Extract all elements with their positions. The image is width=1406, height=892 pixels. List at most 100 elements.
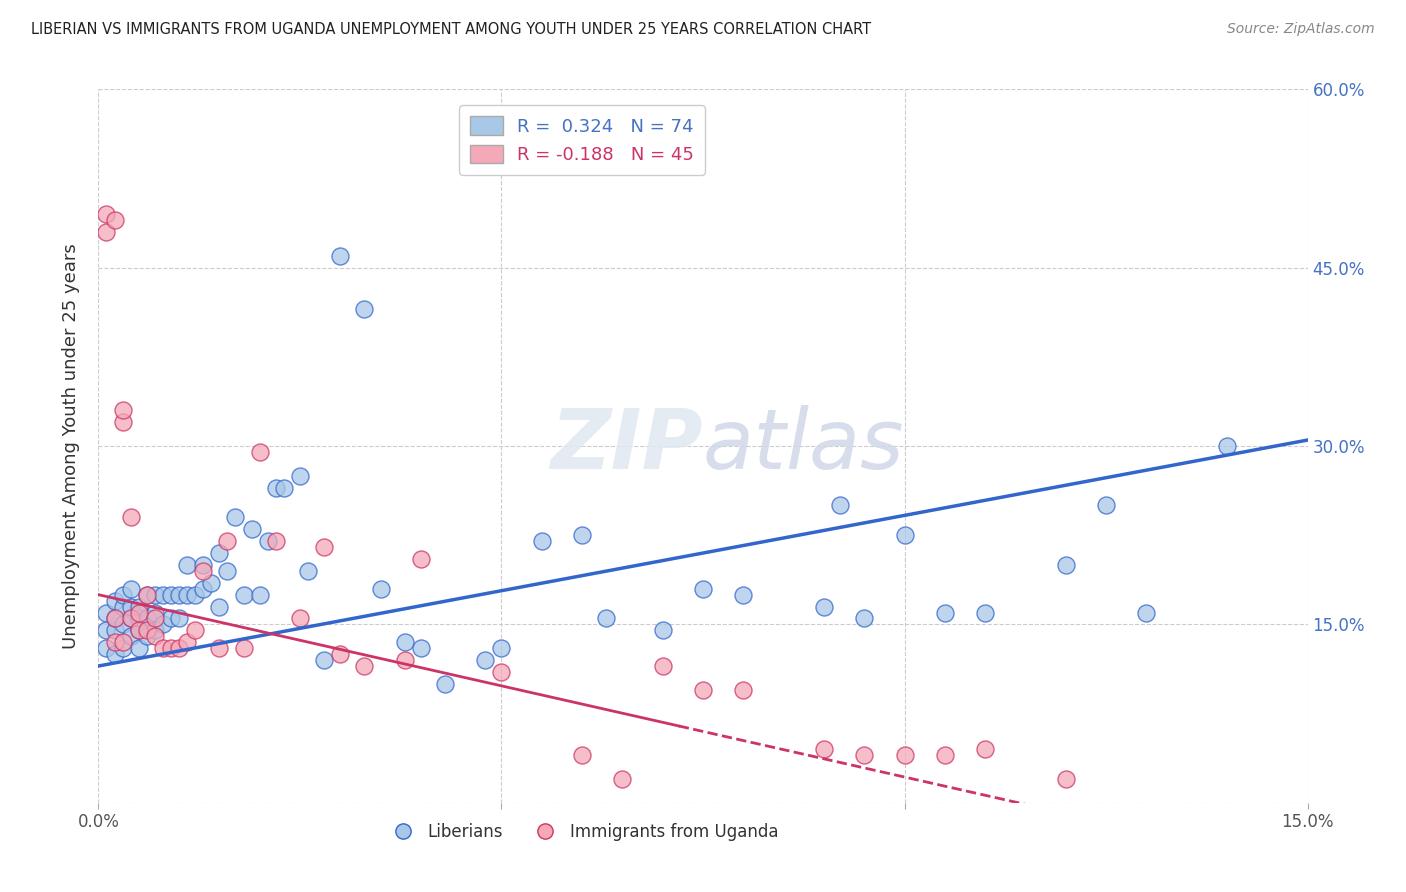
- Point: [571, 528, 593, 542]
- Point: [394, 653, 416, 667]
- Point: [96, 606, 118, 620]
- Point: [434, 677, 457, 691]
- Point: [264, 481, 287, 495]
- Point: [288, 611, 311, 625]
- Point: [217, 534, 239, 549]
- Point: [96, 641, 118, 656]
- Point: [184, 588, 207, 602]
- Point: [111, 588, 134, 602]
- Point: [160, 641, 183, 656]
- Point: [595, 611, 617, 625]
- Point: [103, 593, 125, 607]
- Text: atlas: atlas: [703, 406, 904, 486]
- Point: [120, 582, 142, 596]
- Point: [353, 659, 375, 673]
- Point: [893, 528, 915, 542]
- Point: [1054, 772, 1077, 786]
- Point: [184, 624, 207, 638]
- Point: [103, 611, 125, 625]
- Point: [176, 558, 198, 572]
- Point: [120, 611, 142, 625]
- Point: [1054, 558, 1077, 572]
- Point: [167, 641, 190, 656]
- Point: [120, 599, 142, 614]
- Point: [152, 641, 174, 656]
- Point: [96, 225, 118, 239]
- Point: [273, 481, 295, 495]
- Point: [353, 302, 375, 317]
- Point: [143, 624, 166, 638]
- Point: [135, 629, 157, 643]
- Point: [264, 534, 287, 549]
- Point: [96, 624, 118, 638]
- Point: [111, 635, 134, 649]
- Point: [152, 588, 174, 602]
- Point: [314, 540, 336, 554]
- Point: [143, 588, 166, 602]
- Point: [692, 682, 714, 697]
- Point: [176, 588, 198, 602]
- Point: [176, 635, 198, 649]
- Point: [934, 606, 956, 620]
- Point: [1135, 606, 1157, 620]
- Point: [128, 641, 150, 656]
- Point: [143, 611, 166, 625]
- Point: [135, 624, 157, 638]
- Point: [813, 742, 835, 756]
- Point: [409, 552, 432, 566]
- Point: [193, 582, 215, 596]
- Point: [120, 510, 142, 524]
- Point: [128, 606, 150, 620]
- Point: [111, 599, 134, 614]
- Point: [143, 606, 166, 620]
- Point: [167, 611, 190, 625]
- Y-axis label: Unemployment Among Youth under 25 years: Unemployment Among Youth under 25 years: [62, 244, 80, 648]
- Point: [160, 588, 183, 602]
- Point: [217, 564, 239, 578]
- Point: [232, 641, 254, 656]
- Point: [128, 624, 150, 638]
- Point: [853, 611, 876, 625]
- Point: [249, 588, 271, 602]
- Point: [103, 647, 125, 661]
- Point: [692, 582, 714, 596]
- Point: [733, 682, 755, 697]
- Point: [974, 606, 997, 620]
- Point: [143, 629, 166, 643]
- Point: [612, 772, 634, 786]
- Point: [135, 611, 157, 625]
- Point: [135, 588, 157, 602]
- Point: [491, 665, 513, 679]
- Point: [167, 588, 190, 602]
- Point: [394, 635, 416, 649]
- Point: [329, 249, 352, 263]
- Point: [193, 564, 215, 578]
- Point: [813, 599, 835, 614]
- Point: [733, 588, 755, 602]
- Legend: Liberians, Immigrants from Uganda: Liberians, Immigrants from Uganda: [380, 817, 785, 848]
- Point: [103, 611, 125, 625]
- Point: [571, 748, 593, 763]
- Point: [828, 499, 851, 513]
- Point: [111, 641, 134, 656]
- Point: [152, 617, 174, 632]
- Point: [111, 403, 134, 417]
- Point: [240, 522, 263, 536]
- Point: [1216, 439, 1239, 453]
- Point: [329, 647, 352, 661]
- Point: [474, 653, 496, 667]
- Text: Source: ZipAtlas.com: Source: ZipAtlas.com: [1227, 22, 1375, 37]
- Point: [256, 534, 278, 549]
- Point: [160, 611, 183, 625]
- Point: [288, 468, 311, 483]
- Point: [128, 624, 150, 638]
- Text: LIBERIAN VS IMMIGRANTS FROM UGANDA UNEMPLOYMENT AMONG YOUTH UNDER 25 YEARS CORRE: LIBERIAN VS IMMIGRANTS FROM UGANDA UNEMP…: [31, 22, 872, 37]
- Point: [974, 742, 997, 756]
- Text: ZIP: ZIP: [550, 406, 703, 486]
- Point: [120, 611, 142, 625]
- Point: [103, 624, 125, 638]
- Point: [96, 207, 118, 221]
- Point: [111, 415, 134, 429]
- Point: [297, 564, 319, 578]
- Point: [200, 575, 222, 590]
